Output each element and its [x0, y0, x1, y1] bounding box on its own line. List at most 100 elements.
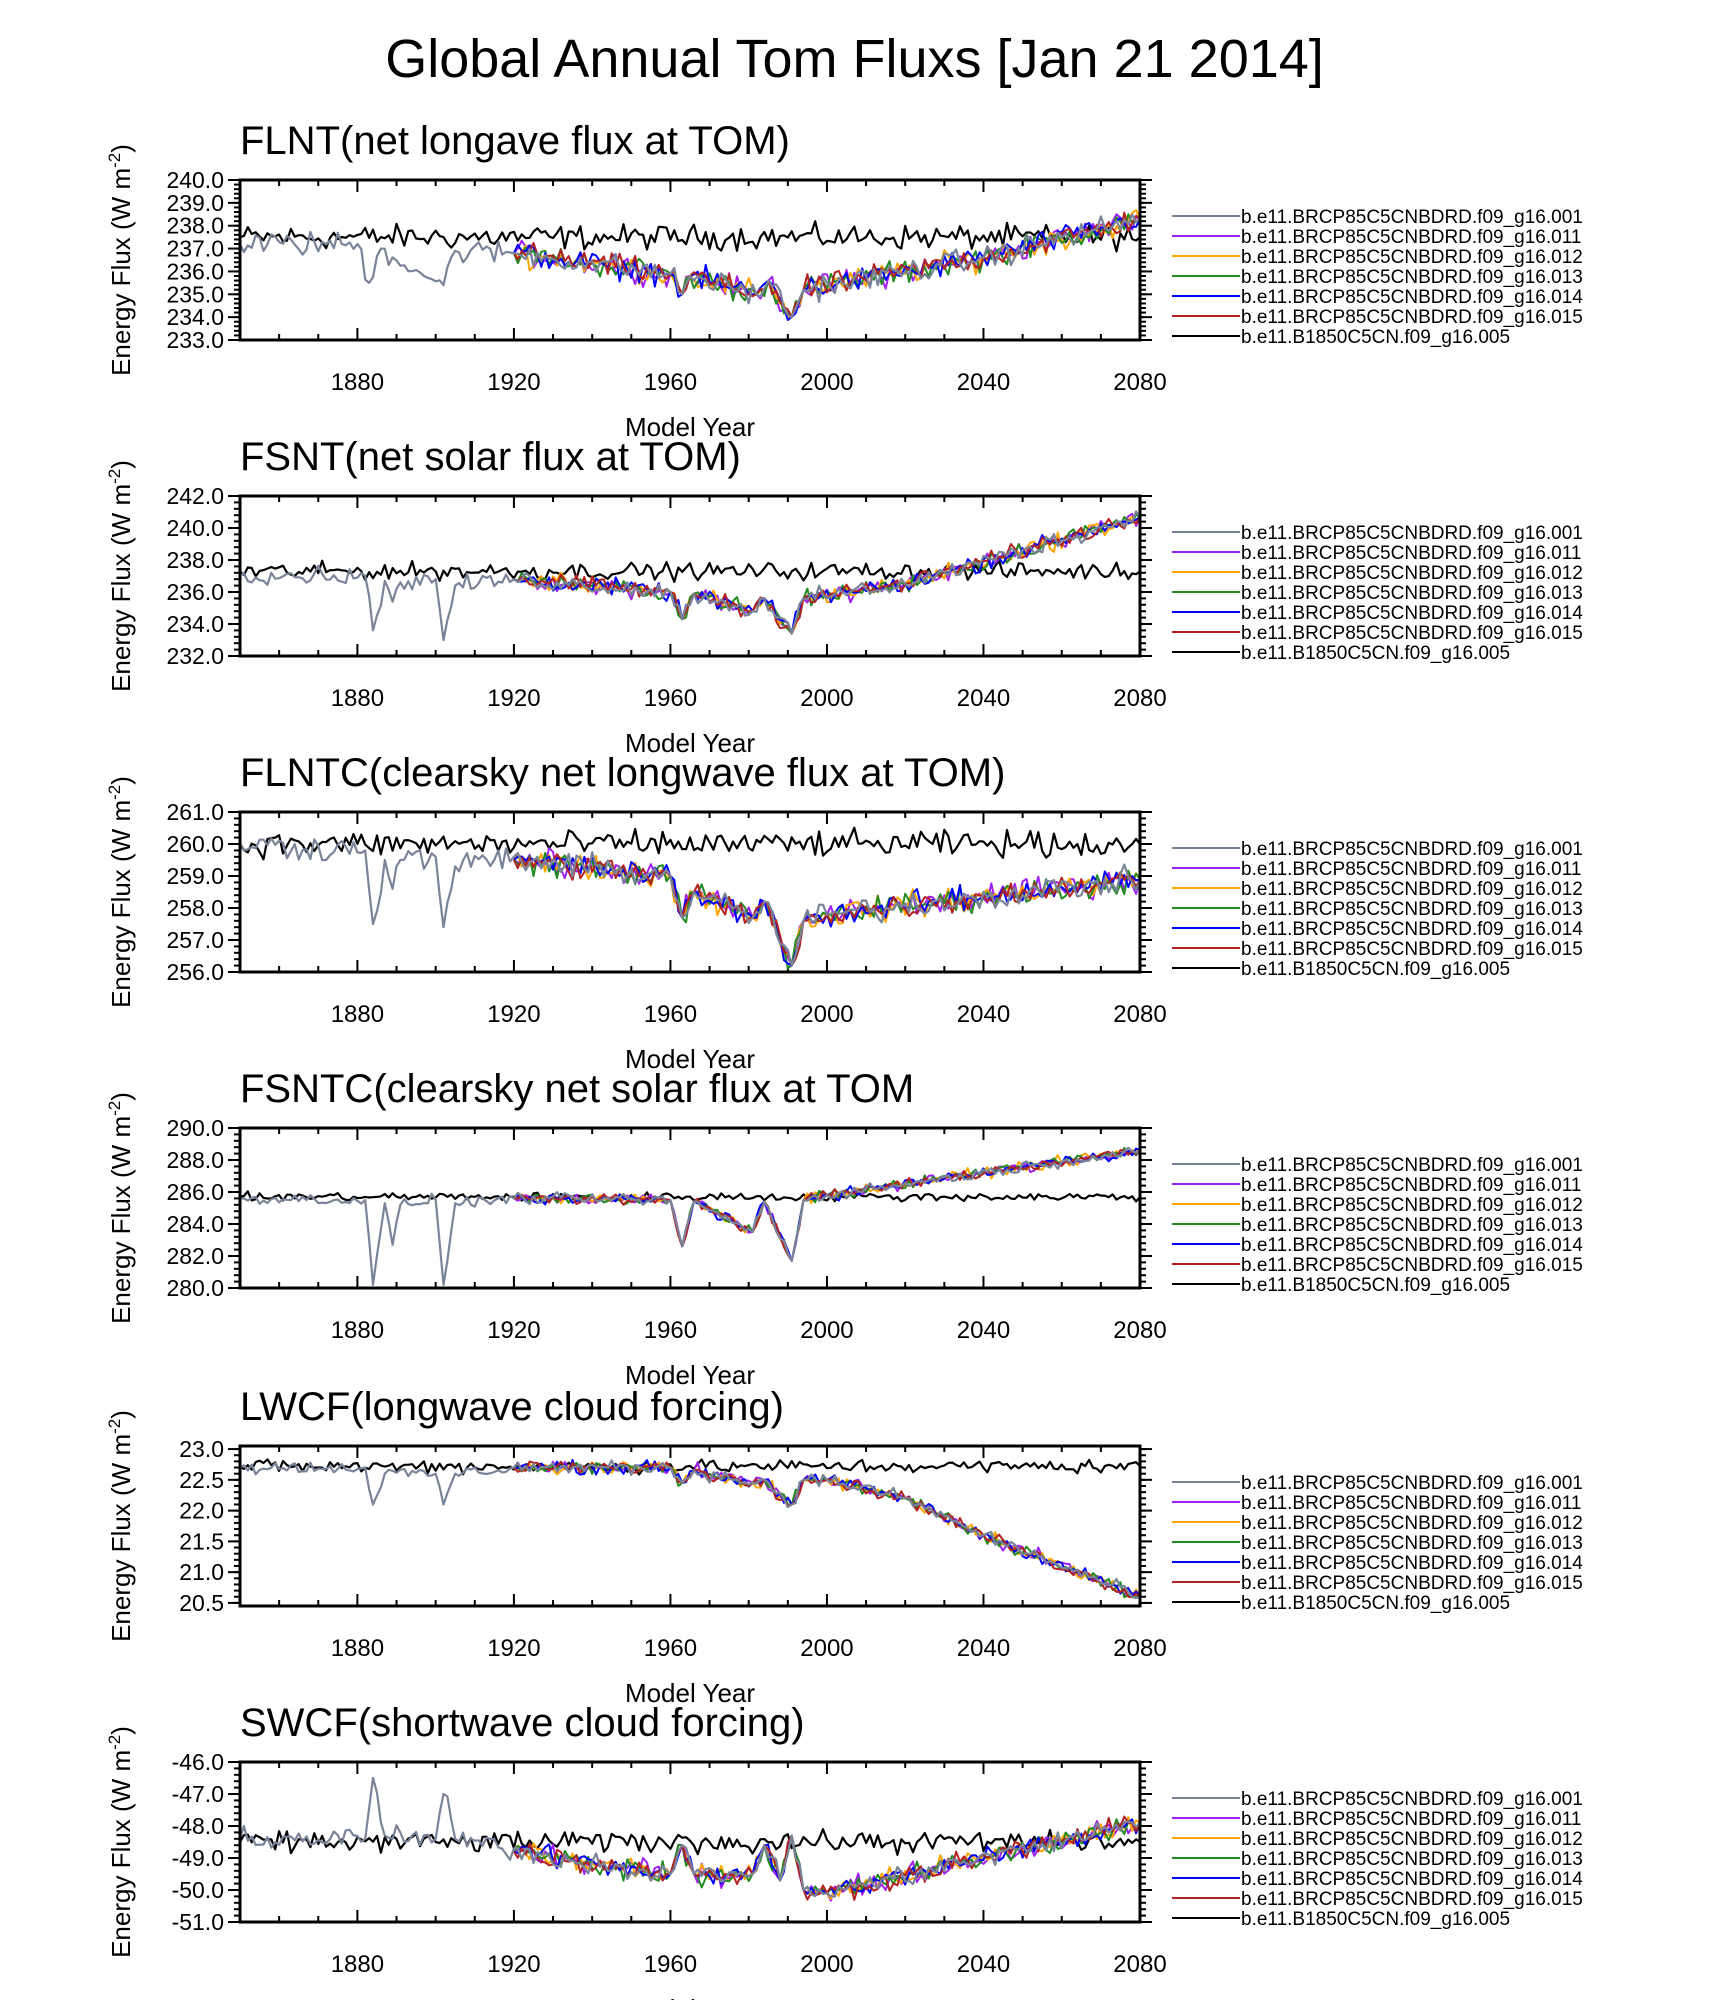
x-axis-label: Model Year: [625, 412, 755, 442]
x-tick-label: 1880: [331, 1001, 384, 1028]
legend-label: b.e11.BRCP85C5CNBDRD.f09_g16.001: [1241, 523, 1583, 544]
legend-label: b.e11.BRCP85C5CNBDRD.f09_g16.013: [1241, 267, 1583, 288]
x-tick-label: 2080: [1113, 1317, 1166, 1344]
x-tick-label: 2040: [957, 369, 1010, 396]
series-line-001: [239, 213, 1141, 319]
y-tick-label: 237.0: [166, 236, 224, 262]
figure-title: Global Annual Tom Fluxs [Jan 21 2014]: [385, 29, 1324, 89]
y-tick-label: 234.0: [166, 611, 224, 637]
y-tick-label: 238.0: [166, 213, 224, 239]
series-line-member: [513, 1149, 1141, 1262]
legend-label: b.e11.BRCP85C5CNBDRD.f09_g16.014: [1241, 603, 1583, 624]
y-tick-label: 233.0: [166, 327, 224, 353]
x-tick-label: 1960: [644, 1635, 697, 1662]
y-tick-label: 22.5: [179, 1467, 224, 1493]
y-tick-label: 234.0: [166, 304, 224, 330]
y-axis-label: Energy Flux (W m-2): [105, 1092, 136, 1324]
y-tick-label: -47.0: [172, 1781, 224, 1807]
y-tick-label: 236.0: [166, 579, 224, 605]
x-tick-label: 2000: [800, 1001, 853, 1028]
series-line-001: [239, 1459, 1141, 1600]
x-tick-label: 1920: [487, 1001, 540, 1028]
x-tick-label: 1960: [644, 1001, 697, 1028]
plot-frame: [238, 178, 1142, 342]
y-tick-label: -50.0: [172, 1877, 224, 1903]
legend-label: b.e11.BRCP85C5CNBDRD.f09_g16.015: [1241, 1573, 1583, 1594]
legend-label: b.e11.BRCP85C5CNBDRD.f09_g16.001: [1241, 1155, 1583, 1176]
series-line-member: [513, 1816, 1141, 1900]
legend-label: b.e11.B1850C5CN.f09_g16.005: [1241, 1275, 1510, 1296]
x-tick-label: 2040: [957, 1317, 1010, 1344]
legend-label: b.e11.B1850C5CN.f09_g16.005: [1241, 643, 1510, 664]
y-tick-label: 290.0: [166, 1115, 224, 1141]
series-line-member: [513, 1461, 1141, 1599]
plot-frame: [238, 1444, 1142, 1608]
x-tick-label: 2080: [1113, 1951, 1166, 1978]
legend-label: b.e11.BRCP85C5CNBDRD.f09_g16.013: [1241, 1533, 1583, 1554]
y-tick-label: 20.5: [179, 1590, 224, 1616]
legend-label: b.e11.B1850C5CN.f09_g16.005: [1241, 327, 1510, 348]
x-tick-label: 1920: [487, 369, 540, 396]
series-line-control: [239, 559, 1141, 583]
x-tick-label: 2040: [957, 685, 1010, 712]
x-tick-label: 1920: [487, 1635, 540, 1662]
chart-title: LWCF(longwave cloud forcing): [240, 1385, 784, 1429]
x-tick-label: 2080: [1113, 1635, 1166, 1662]
legend-label: b.e11.BRCP85C5CNBDRD.f09_g16.012: [1241, 1513, 1583, 1534]
legend-label: b.e11.BRCP85C5CNBDRD.f09_g16.012: [1241, 879, 1583, 900]
y-tick-label: 21.0: [179, 1559, 224, 1585]
legend-label: b.e11.BRCP85C5CNBDRD.f09_g16.013: [1241, 1849, 1583, 1870]
x-tick-label: 2080: [1113, 1001, 1166, 1028]
plot-frame: [238, 494, 1142, 658]
legend-label: b.e11.B1850C5CN.f09_g16.005: [1241, 1909, 1510, 1930]
y-tick-label: 280.0: [166, 1275, 224, 1301]
legend-label: b.e11.B1850C5CN.f09_g16.005: [1241, 959, 1510, 980]
y-axis-label: Energy Flux (W m-2): [105, 1410, 136, 1642]
chart-title: FSNT(net solar flux at TOM): [240, 435, 741, 479]
y-tick-label: -49.0: [172, 1845, 224, 1871]
y-tick-label: 260.0: [166, 831, 224, 857]
legend-label: b.e11.BRCP85C5CNBDRD.f09_g16.012: [1241, 563, 1583, 584]
y-tick-label: 236.0: [166, 258, 224, 284]
x-tick-label: 1880: [331, 1635, 384, 1662]
y-tick-label: 256.0: [166, 959, 224, 985]
y-tick-label: 288.0: [166, 1147, 224, 1173]
series-line-control: [239, 826, 1141, 861]
series-line-member: [513, 1149, 1141, 1262]
series-line-control: [239, 1190, 1141, 1203]
legend-label: b.e11.BRCP85C5CNBDRD.f09_g16.014: [1241, 1869, 1583, 1890]
y-tick-label: 242.0: [166, 483, 224, 509]
x-tick-label: 1960: [644, 1951, 697, 1978]
legend-label: b.e11.BRCP85C5CNBDRD.f09_g16.013: [1241, 1215, 1583, 1236]
x-axis-label: Model Year: [625, 1994, 755, 2000]
legend-label: b.e11.BRCP85C5CNBDRD.f09_g16.012: [1241, 247, 1583, 268]
series-line-member: [513, 1460, 1141, 1598]
x-tick-label: 1880: [331, 1951, 384, 1978]
series-line-member: [513, 515, 1141, 635]
y-tick-label: 259.0: [166, 863, 224, 889]
legend-label: b.e11.BRCP85C5CNBDRD.f09_g16.001: [1241, 207, 1583, 228]
legend-label: b.e11.BRCP85C5CNBDRD.f09_g16.015: [1241, 1255, 1583, 1276]
y-tick-label: 21.5: [179, 1528, 224, 1554]
legend-label: b.e11.BRCP85C5CNBDRD.f09_g16.015: [1241, 623, 1583, 644]
y-tick-label: 232.0: [166, 643, 224, 669]
series-line-member: [513, 1818, 1141, 1896]
x-axis-label: Model Year: [625, 1044, 755, 1074]
y-tick-label: -48.0: [172, 1813, 224, 1839]
legend-label: b.e11.BRCP85C5CNBDRD.f09_g16.014: [1241, 1553, 1583, 1574]
y-tick-label: 235.0: [166, 281, 224, 307]
series-line-member: [513, 513, 1141, 635]
y-tick-label: -46.0: [172, 1749, 224, 1775]
y-tick-label: 238.0: [166, 547, 224, 573]
y-axis-label: Energy Flux (W m-2): [105, 1726, 136, 1958]
y-axis-label: Energy Flux (W m-2): [105, 460, 136, 692]
legend-label: b.e11.BRCP85C5CNBDRD.f09_g16.001: [1241, 839, 1583, 860]
y-axis-label: Energy Flux (W m-2): [105, 776, 136, 1008]
x-tick-label: 2000: [800, 369, 853, 396]
y-tick-label: 261.0: [166, 799, 224, 825]
x-tick-label: 2040: [957, 1951, 1010, 1978]
x-axis-label: Model Year: [625, 1678, 755, 1708]
legend-label: b.e11.BRCP85C5CNBDRD.f09_g16.015: [1241, 1889, 1583, 1910]
legend-label: b.e11.BRCP85C5CNBDRD.f09_g16.011: [1241, 1809, 1581, 1830]
x-tick-label: 1920: [487, 685, 540, 712]
